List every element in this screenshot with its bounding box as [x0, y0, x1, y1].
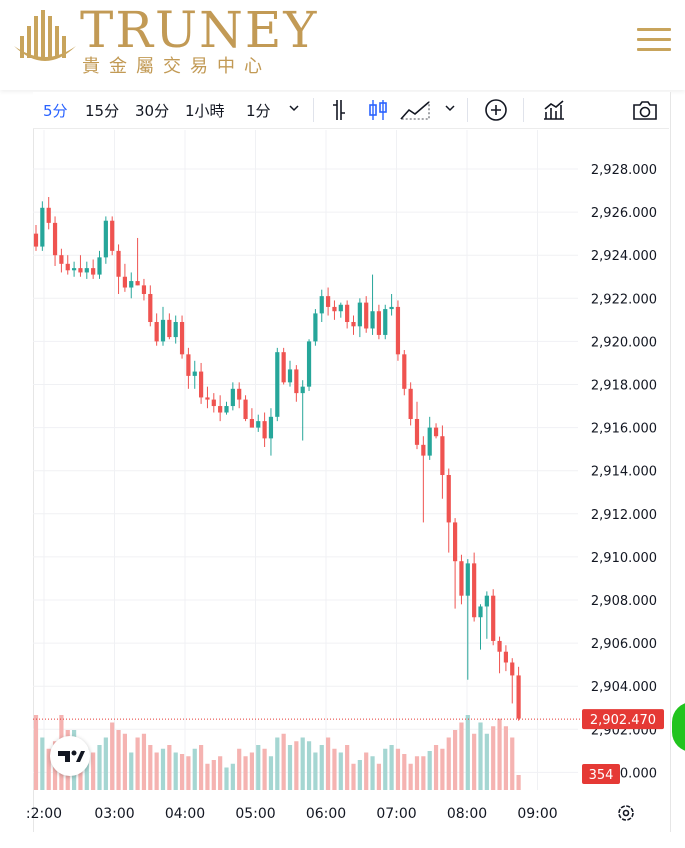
- brand-subtitle: 貴金屬交易中心: [82, 56, 271, 77]
- site-header: TRUNEY 貴金屬交易中心: [0, 0, 685, 90]
- bar-chart-type-icon[interactable]: [329, 97, 353, 123]
- footer-strip: [0, 832, 685, 848]
- brand-name: TRUNEY: [80, 1, 319, 59]
- settings-gear-icon[interactable]: [615, 802, 637, 824]
- interval-1m-button[interactable]: 1分: [246, 102, 271, 120]
- interval-5m-button[interactable]: 5分: [43, 102, 68, 120]
- tradingview-icon: [58, 750, 85, 762]
- interval-1h-button[interactable]: 1小時: [185, 102, 225, 120]
- interval-30m-button[interactable]: 30分: [135, 102, 170, 120]
- floating-action-button[interactable]: [672, 702, 685, 752]
- candlestick-type-icon[interactable]: [367, 97, 389, 123]
- chevron-down-icon[interactable]: [287, 101, 301, 115]
- indicators-chart-icon[interactable]: [541, 97, 567, 123]
- chart-toolbar: 5分 15分 30分 1小時 1分: [33, 92, 669, 129]
- add-indicator-icon[interactable]: [483, 97, 509, 123]
- tradingview-logo[interactable]: [50, 736, 90, 776]
- interval-15m-button[interactable]: 15分: [85, 102, 120, 120]
- area-chart-type-icon[interactable]: [399, 97, 431, 123]
- truney-logo-icon: [14, 10, 76, 61]
- chart-panel: [33, 92, 671, 833]
- menu-hamburger-icon[interactable]: [637, 28, 671, 52]
- camera-icon[interactable]: [631, 97, 659, 123]
- chevron-down-icon[interactable]: [443, 101, 457, 115]
